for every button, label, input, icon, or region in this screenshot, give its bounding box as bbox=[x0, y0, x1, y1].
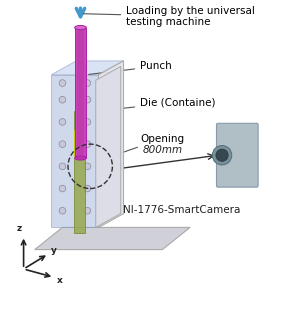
Polygon shape bbox=[96, 67, 121, 227]
Polygon shape bbox=[35, 227, 190, 250]
Circle shape bbox=[59, 96, 66, 103]
Text: y: y bbox=[51, 246, 57, 256]
Polygon shape bbox=[77, 30, 84, 155]
Circle shape bbox=[84, 185, 91, 192]
Circle shape bbox=[84, 119, 91, 125]
Circle shape bbox=[84, 141, 91, 148]
Polygon shape bbox=[73, 111, 85, 233]
Text: NI-1776-SmartCamera: NI-1776-SmartCamera bbox=[123, 205, 241, 215]
Polygon shape bbox=[98, 61, 123, 227]
Circle shape bbox=[212, 145, 232, 165]
Text: Loading by the universal
testing machine: Loading by the universal testing machine bbox=[83, 6, 255, 27]
Text: 800mm: 800mm bbox=[142, 145, 183, 155]
Circle shape bbox=[84, 163, 91, 170]
Circle shape bbox=[216, 149, 228, 161]
Polygon shape bbox=[51, 61, 123, 75]
Polygon shape bbox=[75, 28, 86, 158]
Text: Die (Containe): Die (Containe) bbox=[101, 97, 216, 111]
Ellipse shape bbox=[75, 156, 86, 160]
Circle shape bbox=[59, 80, 66, 86]
Circle shape bbox=[84, 80, 91, 86]
Circle shape bbox=[59, 163, 66, 170]
Text: Opening: Opening bbox=[109, 133, 184, 157]
FancyBboxPatch shape bbox=[216, 123, 258, 187]
Circle shape bbox=[59, 141, 66, 148]
Circle shape bbox=[59, 208, 66, 214]
Circle shape bbox=[84, 96, 91, 103]
Polygon shape bbox=[73, 130, 85, 158]
Polygon shape bbox=[51, 75, 98, 227]
Circle shape bbox=[59, 119, 66, 125]
Text: x: x bbox=[57, 276, 63, 284]
Ellipse shape bbox=[75, 25, 86, 30]
Text: z: z bbox=[17, 224, 22, 233]
Text: Punch: Punch bbox=[89, 62, 172, 74]
Circle shape bbox=[59, 185, 66, 192]
Polygon shape bbox=[98, 61, 123, 227]
Circle shape bbox=[84, 208, 91, 214]
